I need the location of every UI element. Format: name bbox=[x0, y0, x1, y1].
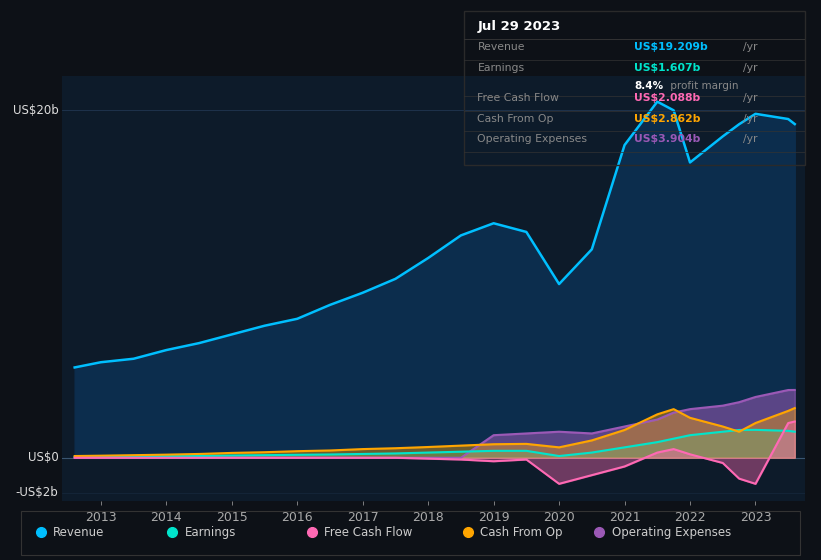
Text: 8.4%: 8.4% bbox=[635, 81, 663, 91]
Text: /yr: /yr bbox=[743, 93, 758, 103]
Text: US$19.209b: US$19.209b bbox=[635, 42, 708, 52]
Text: /yr: /yr bbox=[743, 63, 758, 73]
Text: US$0: US$0 bbox=[28, 451, 58, 464]
Text: profit margin: profit margin bbox=[667, 81, 738, 91]
Text: Jul 29 2023: Jul 29 2023 bbox=[478, 21, 561, 34]
Text: US$1.607b: US$1.607b bbox=[635, 63, 700, 73]
Text: Free Cash Flow: Free Cash Flow bbox=[478, 93, 559, 103]
Text: Earnings: Earnings bbox=[478, 63, 525, 73]
Text: US$3.904b: US$3.904b bbox=[635, 134, 700, 144]
Text: Earnings: Earnings bbox=[185, 526, 236, 539]
Text: Free Cash Flow: Free Cash Flow bbox=[324, 526, 413, 539]
Text: -US$2b: -US$2b bbox=[16, 486, 58, 499]
Text: Cash From Op: Cash From Op bbox=[480, 526, 562, 539]
Text: US$2.088b: US$2.088b bbox=[635, 93, 700, 103]
Text: US$20b: US$20b bbox=[13, 104, 58, 117]
Text: /yr: /yr bbox=[743, 134, 758, 144]
Text: /yr: /yr bbox=[743, 42, 758, 52]
Text: Revenue: Revenue bbox=[478, 42, 525, 52]
Text: Revenue: Revenue bbox=[53, 526, 105, 539]
Text: Operating Expenses: Operating Expenses bbox=[478, 134, 588, 144]
Text: Operating Expenses: Operating Expenses bbox=[612, 526, 731, 539]
Bar bbox=[21, 511, 800, 554]
Text: /yr: /yr bbox=[743, 114, 758, 124]
Text: US$2.862b: US$2.862b bbox=[635, 114, 700, 124]
Text: Cash From Op: Cash From Op bbox=[478, 114, 554, 124]
